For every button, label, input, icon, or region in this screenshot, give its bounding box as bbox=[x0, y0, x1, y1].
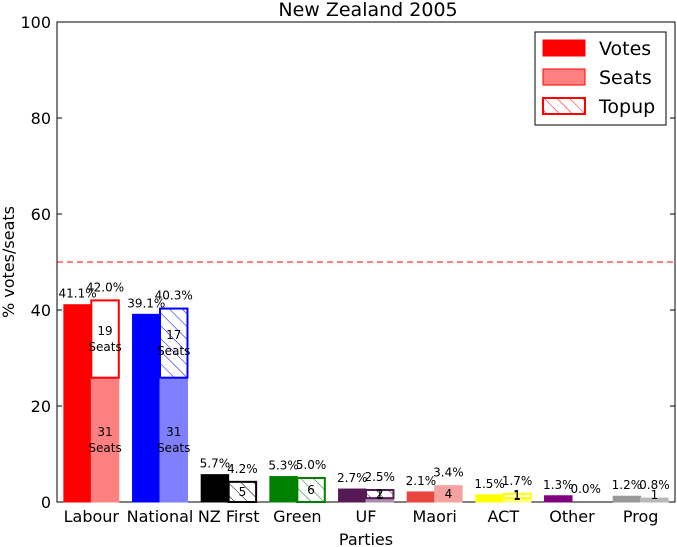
votes-pct-label: 1.5% bbox=[474, 477, 505, 491]
topup-seats-label: Seats bbox=[157, 344, 190, 358]
y-tick-label: 40 bbox=[31, 301, 51, 320]
votes-bar bbox=[132, 313, 161, 503]
y-tick-label: 0 bbox=[41, 493, 51, 512]
votes-pct-label: 41.1% bbox=[59, 287, 97, 301]
y-axis-label: % votes/seats bbox=[0, 206, 18, 318]
legend-swatch-topup bbox=[542, 97, 586, 115]
y-tick-label: 60 bbox=[31, 205, 51, 224]
x-tick-label: National bbox=[127, 507, 194, 526]
y-tick-label: 100 bbox=[20, 13, 51, 32]
plot-area: 0 20 40 60 80 100 41.1%42.0% 19 Seats 31 Seats Labo… bbox=[20, 13, 676, 526]
votes-bar bbox=[338, 488, 367, 503]
x-tick-label: Prog bbox=[623, 507, 659, 526]
votes-bar bbox=[406, 491, 436, 503]
electorate-seats-label: 1 bbox=[651, 488, 659, 502]
x-tick-label: Green bbox=[273, 507, 321, 526]
seats-pct-label: 40.3% bbox=[155, 289, 193, 303]
x-tick-label: Maori bbox=[412, 507, 456, 526]
y-tick-label: 20 bbox=[31, 397, 51, 416]
x-tick-label: ACT bbox=[488, 507, 520, 526]
seats-pct-label: 2.5% bbox=[364, 470, 395, 484]
topup-bar bbox=[502, 492, 532, 500]
votes-bar bbox=[475, 494, 504, 503]
topup-seats-label: 5 bbox=[239, 485, 247, 499]
seats-bar bbox=[434, 485, 463, 503]
legend-label-topup: Topup bbox=[598, 96, 655, 118]
seats-pct-label: 0.0% bbox=[570, 482, 601, 496]
topup-seats-label: 19 bbox=[97, 324, 112, 338]
electorate-seats-label: 4 bbox=[445, 487, 453, 501]
topup-bar bbox=[159, 307, 189, 379]
topup-bar bbox=[365, 489, 395, 500]
seats-pct-label: 42.0% bbox=[86, 280, 124, 294]
votes-bar bbox=[612, 495, 642, 503]
y-tick-label: 80 bbox=[31, 109, 51, 128]
topup-bar bbox=[90, 299, 120, 379]
votes-pct-label: 39.1% bbox=[127, 296, 165, 310]
seats-bar bbox=[90, 377, 120, 503]
legend-swatch-votes bbox=[542, 39, 586, 57]
votes-bar bbox=[200, 474, 230, 503]
votes-bar bbox=[63, 304, 92, 503]
x-tick-label: NZ First bbox=[198, 507, 260, 526]
chart-title: New Zealand 2005 bbox=[278, 0, 457, 21]
seats-pct-label: 4.2% bbox=[227, 462, 258, 476]
electorate-seats-label: Seats bbox=[88, 441, 121, 455]
legend: Votes Seats Topup bbox=[534, 31, 667, 126]
topup-bar bbox=[227, 480, 258, 503]
votes-bar bbox=[269, 476, 298, 503]
votes-bar bbox=[544, 495, 573, 503]
votes-pct-label: 5.3% bbox=[268, 459, 299, 473]
seats-bar bbox=[640, 497, 669, 503]
seats-pct-label: 5.0% bbox=[296, 458, 327, 472]
x-tick-label: Labour bbox=[64, 507, 120, 526]
electorate-seats-label: 1 bbox=[376, 488, 384, 502]
votes-pct-label: 5.7% bbox=[200, 457, 231, 471]
seats-pct-label: 1.7% bbox=[502, 474, 533, 488]
legend-label-seats: Seats bbox=[599, 67, 652, 89]
electorate-seats-label: 31 bbox=[97, 425, 112, 439]
x-axis-label: Parties bbox=[339, 530, 393, 547]
votes-pct-label: 1.3% bbox=[543, 478, 574, 492]
x-tick-label: Other bbox=[549, 507, 595, 526]
topup-seats-label: 2 bbox=[376, 487, 384, 501]
topup-bar bbox=[296, 477, 326, 503]
electorate-seats-label: Seats bbox=[157, 441, 190, 455]
seats-bar bbox=[159, 377, 188, 503]
topup-seats-label: 1 bbox=[513, 489, 521, 503]
topup-seats-label: Seats bbox=[88, 340, 121, 354]
electorate-seats-label: 31 bbox=[166, 425, 181, 439]
seats-pct-label: 0.8% bbox=[639, 478, 670, 492]
votes-pct-label: 2.1% bbox=[406, 474, 437, 488]
seats-pct-label: 3.4% bbox=[433, 466, 464, 480]
legend-swatch-seats bbox=[542, 68, 586, 86]
votes-pct-label: 2.7% bbox=[337, 471, 368, 485]
electorate-seats-label: 1 bbox=[513, 488, 521, 502]
topup-seats-label: 6 bbox=[307, 483, 315, 497]
votes-pct-label: 1.2% bbox=[612, 478, 643, 492]
x-tick-label: UF bbox=[356, 507, 377, 526]
topup-seats-label: 17 bbox=[166, 328, 181, 342]
legend-label-votes: Votes bbox=[599, 38, 651, 60]
